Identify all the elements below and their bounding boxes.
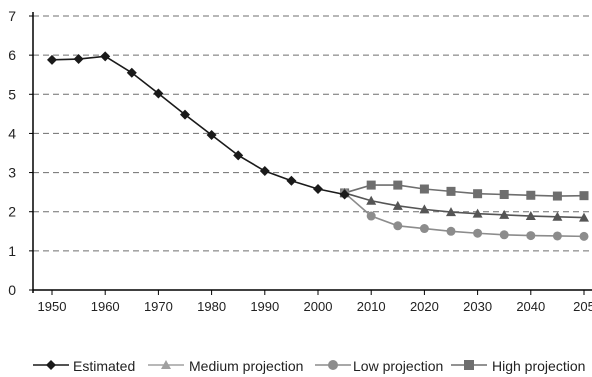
legend-label: Low projection <box>353 358 444 374</box>
data-point-circle <box>526 231 536 241</box>
data-point-triangle <box>552 211 563 221</box>
data-point-circle <box>419 224 429 234</box>
x-tick-label: 2040 <box>516 299 545 314</box>
data-point-circle <box>499 230 509 240</box>
legend-marker-diamond-icon <box>33 360 69 370</box>
data-point-diamond <box>339 189 350 200</box>
y-tick-label: 7 <box>8 8 16 24</box>
series-line <box>51 55 345 196</box>
series-line <box>344 184 585 197</box>
data-point-triangle <box>579 212 589 222</box>
data-point-circle <box>366 211 376 221</box>
x-tick-label: 2020 <box>410 299 439 314</box>
y-tick-label: 2 <box>8 204 16 220</box>
series-line <box>344 192 585 219</box>
data-point-square <box>499 189 509 199</box>
data-point-diamond <box>286 175 297 186</box>
legend-marker-square-icon <box>451 360 487 370</box>
data-point-diamond <box>313 184 323 195</box>
series-estimated <box>47 51 350 200</box>
x-tick-labels: 1950 1960 1970 1980 1990 2000 2010 2020 2030 2040… <box>38 299 592 314</box>
x-tick-label: 1990 <box>250 299 279 314</box>
data-point-circle <box>393 221 403 231</box>
x-tick-label: 1960 <box>91 299 120 314</box>
data-point-diamond <box>206 129 217 140</box>
data-point-square <box>552 191 562 201</box>
legend-marker-circle-icon <box>315 360 351 370</box>
data-point-triangle <box>525 211 536 221</box>
legend-marker-triangle-icon <box>148 360 184 369</box>
y-tick-label: 4 <box>8 125 16 141</box>
data-point-triangle <box>472 208 483 218</box>
y-tick-label: 5 <box>8 86 16 102</box>
data-point-triangle <box>419 204 430 214</box>
data-point-circle <box>579 231 589 241</box>
data-point-square <box>366 180 376 190</box>
x-tick-label: 2000 <box>304 299 333 314</box>
series-group <box>47 51 589 241</box>
series-high-projection <box>340 180 589 201</box>
data-point-square <box>393 180 403 190</box>
y-tick-label: 1 <box>8 243 16 259</box>
axes <box>29 12 592 295</box>
x-tick-label: 1970 <box>144 299 173 314</box>
x-tick-label: 2010 <box>357 299 386 314</box>
x-tick-label: 1980 <box>197 299 226 314</box>
y-tick-label: 6 <box>8 47 16 63</box>
legend: Estimated Medium projection Low projecti… <box>33 355 592 377</box>
series-line <box>344 192 585 238</box>
data-point-square <box>526 190 536 200</box>
y-tick-labels: 0 1 2 3 4 5 6 7 <box>8 8 16 298</box>
grid-lines <box>33 15 592 252</box>
data-point-triangle <box>392 200 403 210</box>
data-point-triangle <box>499 209 510 219</box>
y-tick-label: 3 <box>8 165 16 181</box>
data-point-diamond <box>126 67 137 78</box>
legend-label: Estimated <box>73 358 136 374</box>
x-tick-label: 205 <box>573 299 592 314</box>
y-tick-label: 0 <box>8 282 16 298</box>
data-point-diamond <box>73 54 84 65</box>
data-point-diamond <box>153 88 164 99</box>
data-point-square <box>419 184 429 194</box>
data-point-triangle <box>446 207 456 217</box>
data-point-circle <box>473 228 483 238</box>
legend-label: Medium projection <box>189 358 304 374</box>
data-point-diamond <box>233 150 244 161</box>
data-point-square <box>579 191 589 201</box>
x-tick-label: 1950 <box>38 299 67 314</box>
data-point-diamond <box>100 51 111 62</box>
data-point-square <box>473 189 483 199</box>
data-point-square <box>446 186 456 196</box>
data-point-circle <box>446 226 456 236</box>
x-tick-label: 2030 <box>463 299 492 314</box>
chart-plot: 0 1 2 3 4 5 6 7 1950 1960 1970 1980 1990 2000 2010 202… <box>8 8 592 314</box>
data-point-diamond <box>47 54 57 65</box>
data-point-circle <box>552 231 562 241</box>
data-point-diamond <box>259 166 270 177</box>
series-low-projection <box>340 188 589 241</box>
legend-label: High projection <box>492 358 586 374</box>
data-point-diamond <box>180 109 190 120</box>
data-point-triangle <box>366 195 377 205</box>
